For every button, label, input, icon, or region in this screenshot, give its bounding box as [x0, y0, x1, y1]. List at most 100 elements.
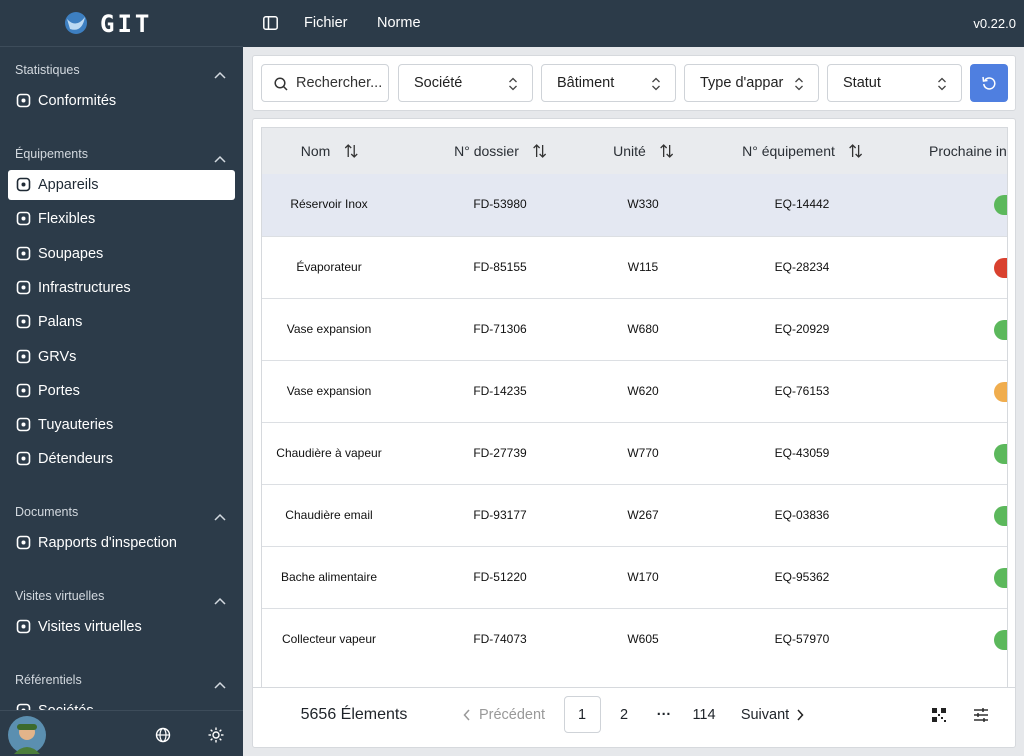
- page-button[interactable]: 114: [692, 707, 716, 723]
- nav-label: Visites virtuelles: [38, 619, 142, 636]
- nav-label: Détendeurs: [38, 451, 113, 468]
- next-button[interactable]: Suivant: [740, 707, 790, 723]
- column-label: Prochaine inspection: [929, 143, 1007, 159]
- status-pill: [994, 444, 1007, 464]
- version: v0.22.0: [973, 16, 1016, 31]
- total-count: 5656 Élements: [300, 706, 408, 723]
- search-icon: [274, 77, 288, 91]
- table-row[interactable]: Vase expansion FD-71306 W680 EQ-20929: [262, 298, 1007, 360]
- filter-select[interactable]: Statut: [827, 64, 962, 102]
- select-label: Bâtiment: [557, 75, 615, 91]
- section-toggle[interactable]: [214, 66, 226, 79]
- sidebar-footer: [0, 710, 243, 756]
- table-cell: EQ-57970: [774, 632, 830, 646]
- nav-item[interactable]: Détendeurs: [8, 444, 235, 474]
- language-button[interactable]: [155, 727, 171, 743]
- nav-item[interactable]: Visites virtuelles: [8, 612, 235, 642]
- table-cell: Vase expansion: [286, 384, 372, 398]
- column-header[interactable]: Nom: [301, 143, 358, 159]
- nav-label: Soupapes: [38, 245, 104, 262]
- table-row[interactable]: Chaudière à vapeur FD-27739 W770 EQ-43059: [262, 422, 1007, 484]
- status-pill: [994, 195, 1007, 215]
- status-pill: [994, 630, 1007, 650]
- nav-item[interactable]: Rapports d'inspection: [8, 528, 235, 558]
- nav-icon: [16, 349, 31, 363]
- nav-icon: [16, 383, 31, 398]
- columns-button[interactable]: [974, 708, 988, 722]
- nav-item[interactable]: Conformités: [8, 86, 235, 116]
- prev-icon: [463, 709, 470, 721]
- nav-item[interactable]: Portes: [8, 376, 235, 406]
- section-toggle[interactable]: [214, 676, 226, 689]
- qr-button[interactable]: [932, 708, 946, 722]
- menu-item[interactable]: Norme: [377, 15, 421, 31]
- search-placeholder: Rechercher...: [296, 75, 383, 91]
- logo-icon: [65, 12, 87, 34]
- table-row[interactable]: Évaporateur FD-85155 W115 EQ-28234: [262, 236, 1007, 298]
- nav-item[interactable]: Appareils: [8, 170, 235, 200]
- page-button[interactable]: 2: [619, 707, 629, 723]
- table-cell: FD-27739: [473, 446, 527, 460]
- nav-label: Infrastructures: [38, 279, 131, 296]
- sidebar-toggle[interactable]: [263, 16, 278, 30]
- table-cell: EQ-76153: [774, 384, 830, 398]
- avatar[interactable]: [8, 716, 46, 754]
- nav-item[interactable]: Palans: [8, 307, 235, 337]
- column-header[interactable]: N° dossier: [454, 143, 546, 159]
- search-input[interactable]: Rechercher...: [261, 64, 389, 102]
- nav-icon: [16, 211, 31, 226]
- section-toggle[interactable]: [214, 150, 226, 163]
- page-button[interactable]: 1: [577, 707, 587, 723]
- filter-select[interactable]: Bâtiment: [541, 64, 676, 102]
- filter-select[interactable]: Société: [398, 64, 533, 102]
- section-toggle[interactable]: [214, 508, 226, 521]
- table-cell: EQ-28234: [774, 260, 830, 274]
- page-ellipsis: ···: [656, 707, 672, 723]
- nav-item[interactable]: Flexibles: [8, 204, 235, 234]
- section-toggle[interactable]: [214, 592, 226, 605]
- table-cell: W680: [627, 322, 659, 336]
- status-pill: [994, 320, 1007, 340]
- refresh-icon: [982, 76, 996, 90]
- prev-button[interactable]: Précédent: [478, 707, 546, 723]
- table-cell: W620: [627, 384, 659, 398]
- nav-item[interactable]: Tuyauteries: [8, 410, 235, 440]
- table: Nom N° dossier Unité N° équipement Prochaine…: [261, 127, 1008, 687]
- column-header[interactable]: Unité: [613, 143, 673, 159]
- filter-select[interactable]: Type d'appar: [684, 64, 819, 102]
- section-title: Statistiques: [15, 63, 80, 77]
- refresh-button[interactable]: [970, 64, 1008, 102]
- logo: GIT: [0, 0, 243, 47]
- column-header[interactable]: Prochaine inspection: [929, 143, 1007, 159]
- pagination: 5656 Élements Précédent 1 2 ··· 114 Suiv…: [253, 687, 1015, 748]
- table-cell: FD-51220: [473, 570, 527, 584]
- next-icon: [797, 709, 804, 721]
- nav-label: Portes: [38, 382, 80, 399]
- column-label: N° équipement: [742, 143, 835, 159]
- nav-icon: [16, 177, 31, 192]
- nav-item[interactable]: Infrastructures: [8, 273, 235, 303]
- status-pill: [994, 382, 1007, 402]
- table-cell: EQ-20929: [774, 322, 830, 336]
- nav-item[interactable]: Soupapes: [8, 239, 235, 269]
- table-cell: W770: [627, 446, 659, 460]
- table-row[interactable]: Collecteur vapeur FD-74073 W605 EQ-57970: [262, 608, 1007, 670]
- theme-button[interactable]: [208, 727, 224, 743]
- table-cell: W267: [627, 508, 659, 522]
- table-cell: FD-53980: [473, 197, 527, 211]
- section-title: Référentiels: [15, 673, 82, 688]
- table-row[interactable]: Vase expansion FD-14235 W620 EQ-76153: [262, 360, 1007, 422]
- nav-icon: [16, 246, 31, 260]
- table-row[interactable]: Chaudière email FD-93177 W267 EQ-03836: [262, 484, 1007, 546]
- table-row[interactable]: Réservoir Inox FD-53980 W330 EQ-14442: [262, 174, 1007, 236]
- table-cell: FD-85155: [473, 260, 527, 274]
- section-title: Équipements: [15, 147, 88, 161]
- table-row[interactable]: Bache alimentaire FD-51220 W170 EQ-95362: [262, 546, 1007, 608]
- menu-item[interactable]: Fichier: [304, 15, 348, 31]
- section-title: Visites virtuelles: [15, 589, 105, 604]
- nav-icon: [16, 536, 31, 550]
- table-cell: EQ-03836: [774, 508, 830, 522]
- column-header[interactable]: N° équipement: [742, 143, 862, 159]
- nav-item[interactable]: GRVs: [8, 342, 235, 372]
